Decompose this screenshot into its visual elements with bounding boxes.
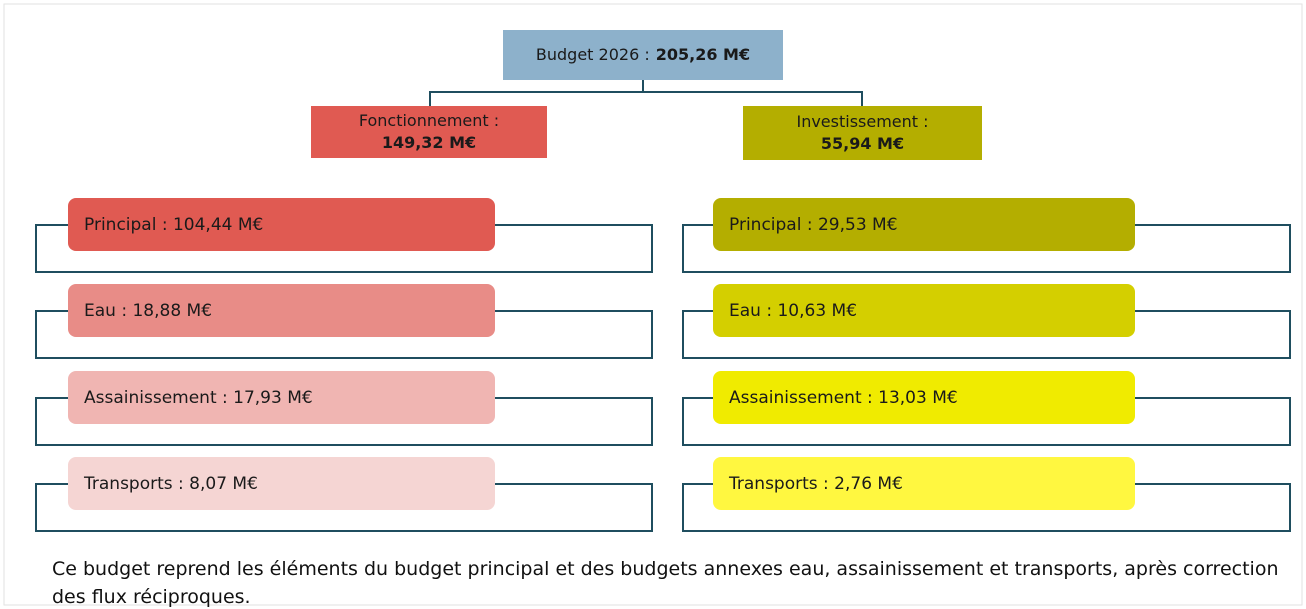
budget-item: Eau : 18,88 M€: [68, 284, 495, 337]
footer-note: Ce budget reprend les éléments du budget…: [52, 558, 1279, 608]
branch-label: Fonctionnement :: [358, 111, 500, 130]
budget-item: Assainissement : 13,03 M€: [713, 371, 1135, 424]
brackets: [35, 224, 1291, 532]
branch-value: 55,94 M€: [820, 134, 905, 153]
budget-item: Principal : 104,44 M€: [68, 198, 495, 251]
bracket: [35, 224, 653, 273]
budget-item: Assainissement : 17,93 M€: [68, 371, 495, 424]
budget-item: Transports : 2,76 M€: [713, 457, 1135, 510]
bracket: [682, 310, 1291, 359]
root-node: Budget 2026 : 205,26 M€: [503, 30, 783, 80]
branch-node: Investissement : 55,94 M€: [743, 106, 982, 160]
branch-node: Fonctionnement : 149,32 M€: [311, 106, 547, 158]
bracket: [35, 397, 653, 446]
budget-item: Eau : 10,63 M€: [713, 284, 1135, 337]
bracket: [35, 483, 653, 532]
bracket: [682, 397, 1291, 446]
frame: [3, 3, 1303, 606]
bracket: [35, 310, 653, 359]
branch-value: 149,32 M€: [381, 133, 477, 152]
root-value: 205,26 M€: [655, 45, 751, 64]
budget-item: Principal : 29,53 M€: [713, 198, 1135, 251]
branch-label: Investissement :: [796, 112, 929, 131]
budget-item: Transports : 8,07 M€: [68, 457, 495, 510]
bracket: [682, 483, 1291, 532]
tree-connector: [429, 80, 863, 106]
bracket: [682, 224, 1291, 273]
root-label: Budget 2026 :: [535, 45, 650, 64]
